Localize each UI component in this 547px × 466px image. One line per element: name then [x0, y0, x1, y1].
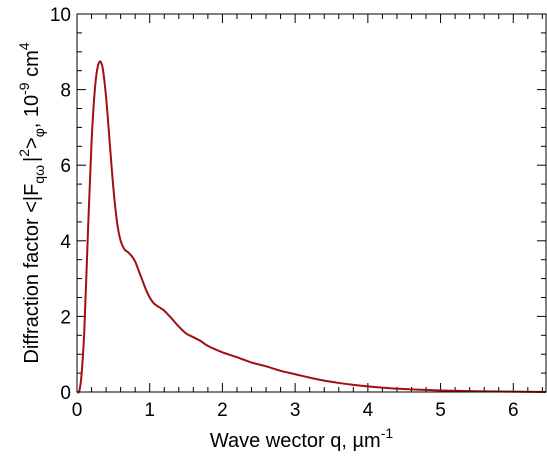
- y-axis-title-after: >: [21, 137, 43, 149]
- y-tick-label: 10: [50, 5, 71, 26]
- x-tick-label: 6: [508, 400, 519, 421]
- y-axis-title: Diffraction factor <|Fqω |2>φ, 10-9 cm4: [16, 42, 47, 363]
- plot-frame: [76, 13, 547, 393]
- y-axis-title-mid: |: [21, 157, 43, 162]
- y-tick-label: 6: [60, 156, 71, 177]
- x-tick-label: 0: [72, 400, 83, 421]
- x-axis-title-text: Wave wector q, µm: [210, 430, 381, 452]
- y-tick-label: 8: [60, 81, 71, 102]
- x-tick-label: 1: [144, 400, 155, 421]
- x-axis-title: Wave wector q, µm-1: [210, 425, 393, 452]
- y-axis-title-suffix: , 10: [21, 95, 43, 128]
- y-axis-title-superscript: 2: [16, 149, 32, 157]
- y-axis-title-units: cm: [21, 50, 43, 82]
- y-axis-title-superscript3: 4: [16, 42, 32, 50]
- x-tick-label: 3: [290, 400, 301, 421]
- y-tick-label: 4: [60, 232, 71, 253]
- y-axis-title-subscript: qω: [31, 165, 47, 184]
- tick-labels: 0 1 2 3 4 5 6 0 2 4 6 8 10: [50, 5, 519, 421]
- y-axis-title-superscript2: -9: [16, 82, 32, 95]
- y-axis-title-prefix: Diffraction factor <|F: [21, 184, 43, 364]
- series-line: [76, 60, 547, 394]
- x-tick-label: 2: [217, 400, 228, 421]
- x-tick-label: 5: [435, 400, 446, 421]
- x-tick-label: 4: [363, 400, 374, 421]
- axis-ticks: [76, 13, 546, 393]
- y-tick-label: 2: [60, 307, 71, 328]
- x-axis-title-superscript: -1: [381, 425, 394, 441]
- y-tick-label: 0: [60, 383, 71, 404]
- y-axis-title-subscript2: φ: [31, 128, 47, 137]
